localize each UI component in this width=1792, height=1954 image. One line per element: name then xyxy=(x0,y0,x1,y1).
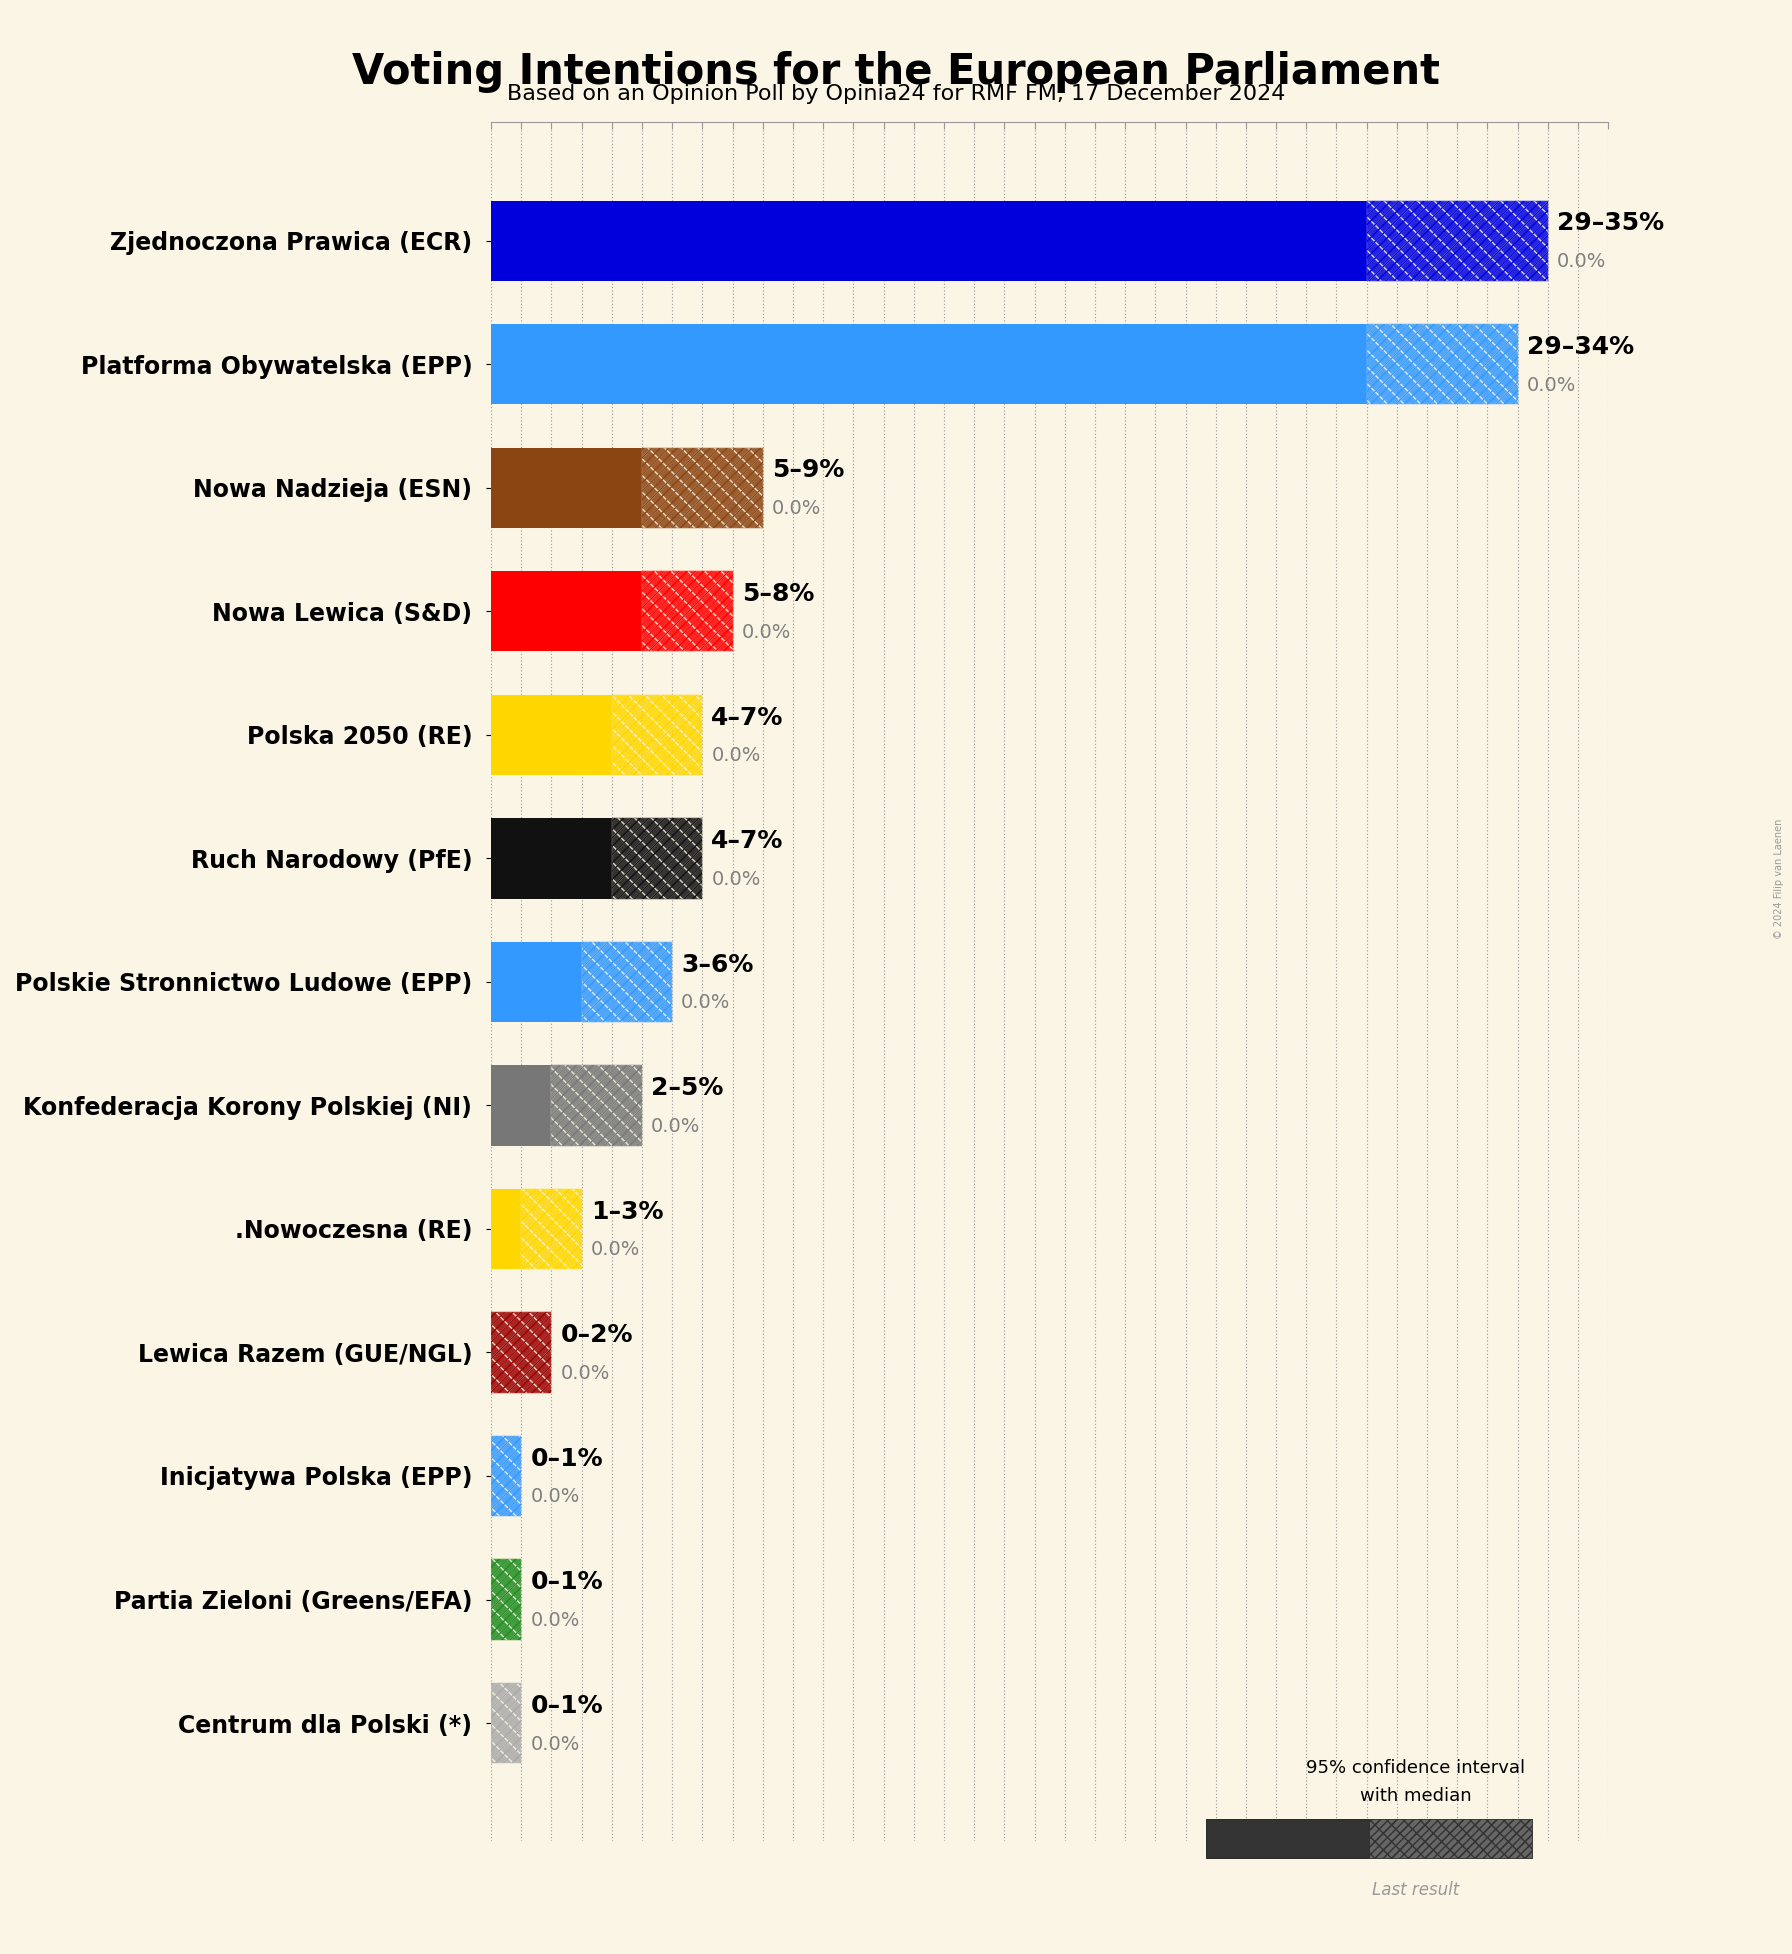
Bar xyxy=(611,819,702,899)
Bar xyxy=(491,1559,521,1639)
Text: 0–2%: 0–2% xyxy=(561,1323,633,1346)
Text: 0.0%: 0.0% xyxy=(530,1735,579,1753)
Text: 0.0%: 0.0% xyxy=(711,746,762,766)
Text: 2–5%: 2–5% xyxy=(650,1077,724,1100)
Text: © 2024 Filip van Laenen: © 2024 Filip van Laenen xyxy=(1774,819,1785,940)
Bar xyxy=(552,1065,642,1145)
Bar xyxy=(491,201,1367,281)
Bar xyxy=(1206,1819,1369,1858)
Text: 0.0%: 0.0% xyxy=(1527,375,1577,395)
Text: 1–3%: 1–3% xyxy=(591,1200,663,1223)
Text: 29–35%: 29–35% xyxy=(1557,211,1665,234)
Bar xyxy=(491,1313,552,1393)
Text: Last result: Last result xyxy=(1373,1880,1459,1899)
Bar xyxy=(1367,324,1518,404)
Bar xyxy=(642,571,733,651)
Text: 0–1%: 0–1% xyxy=(530,1694,602,1718)
Text: 0.0%: 0.0% xyxy=(1557,252,1606,272)
Bar xyxy=(642,447,763,528)
Text: Voting Intentions for the European Parliament: Voting Intentions for the European Parli… xyxy=(351,51,1441,92)
Text: 0.0%: 0.0% xyxy=(561,1364,609,1383)
Text: 5–9%: 5–9% xyxy=(772,459,844,483)
Bar xyxy=(1367,324,1518,404)
Text: 0–1%: 0–1% xyxy=(530,1446,602,1471)
Bar xyxy=(491,1065,552,1145)
Bar xyxy=(491,447,642,528)
Text: 95% confidence interval: 95% confidence interval xyxy=(1306,1759,1525,1778)
Bar xyxy=(521,1188,582,1268)
Text: 0.0%: 0.0% xyxy=(711,870,762,889)
Text: 4–7%: 4–7% xyxy=(711,705,783,729)
Bar xyxy=(1367,201,1548,281)
Bar xyxy=(491,1559,521,1639)
Text: 29–34%: 29–34% xyxy=(1527,334,1634,360)
Bar xyxy=(491,1682,521,1763)
Text: 3–6%: 3–6% xyxy=(681,954,754,977)
Bar xyxy=(1369,1819,1532,1858)
Bar xyxy=(1367,201,1548,281)
Bar xyxy=(582,942,672,1022)
Bar xyxy=(491,819,611,899)
Bar xyxy=(611,696,702,776)
Text: 5–8%: 5–8% xyxy=(742,582,814,606)
Bar xyxy=(552,1065,642,1145)
Bar xyxy=(642,571,733,651)
Bar xyxy=(491,1436,521,1516)
Bar xyxy=(491,1682,521,1763)
Text: Based on an Opinion Poll by Opinia24 for RMF FM, 17 December 2024: Based on an Opinion Poll by Opinia24 for… xyxy=(507,84,1285,104)
Text: with median: with median xyxy=(1360,1786,1471,1805)
Text: 0.0%: 0.0% xyxy=(772,500,821,518)
Text: 0.0%: 0.0% xyxy=(530,1487,579,1507)
Text: 0.0%: 0.0% xyxy=(650,1118,701,1135)
Bar xyxy=(491,696,611,776)
Bar xyxy=(582,942,672,1022)
Bar xyxy=(521,1188,582,1268)
Bar xyxy=(642,447,763,528)
Text: 0.0%: 0.0% xyxy=(530,1610,579,1630)
Bar xyxy=(1369,1819,1532,1858)
Text: 4–7%: 4–7% xyxy=(711,828,783,854)
Bar xyxy=(491,324,1367,404)
Bar xyxy=(491,942,582,1022)
Bar xyxy=(491,1436,521,1516)
Text: 0–1%: 0–1% xyxy=(530,1571,602,1594)
Bar xyxy=(491,1188,521,1268)
Bar xyxy=(611,696,702,776)
Text: 0.0%: 0.0% xyxy=(591,1241,640,1260)
Bar xyxy=(611,819,702,899)
Bar xyxy=(491,1313,552,1393)
Bar xyxy=(491,571,642,651)
Text: 0.0%: 0.0% xyxy=(742,623,790,641)
Text: 0.0%: 0.0% xyxy=(681,993,731,1012)
